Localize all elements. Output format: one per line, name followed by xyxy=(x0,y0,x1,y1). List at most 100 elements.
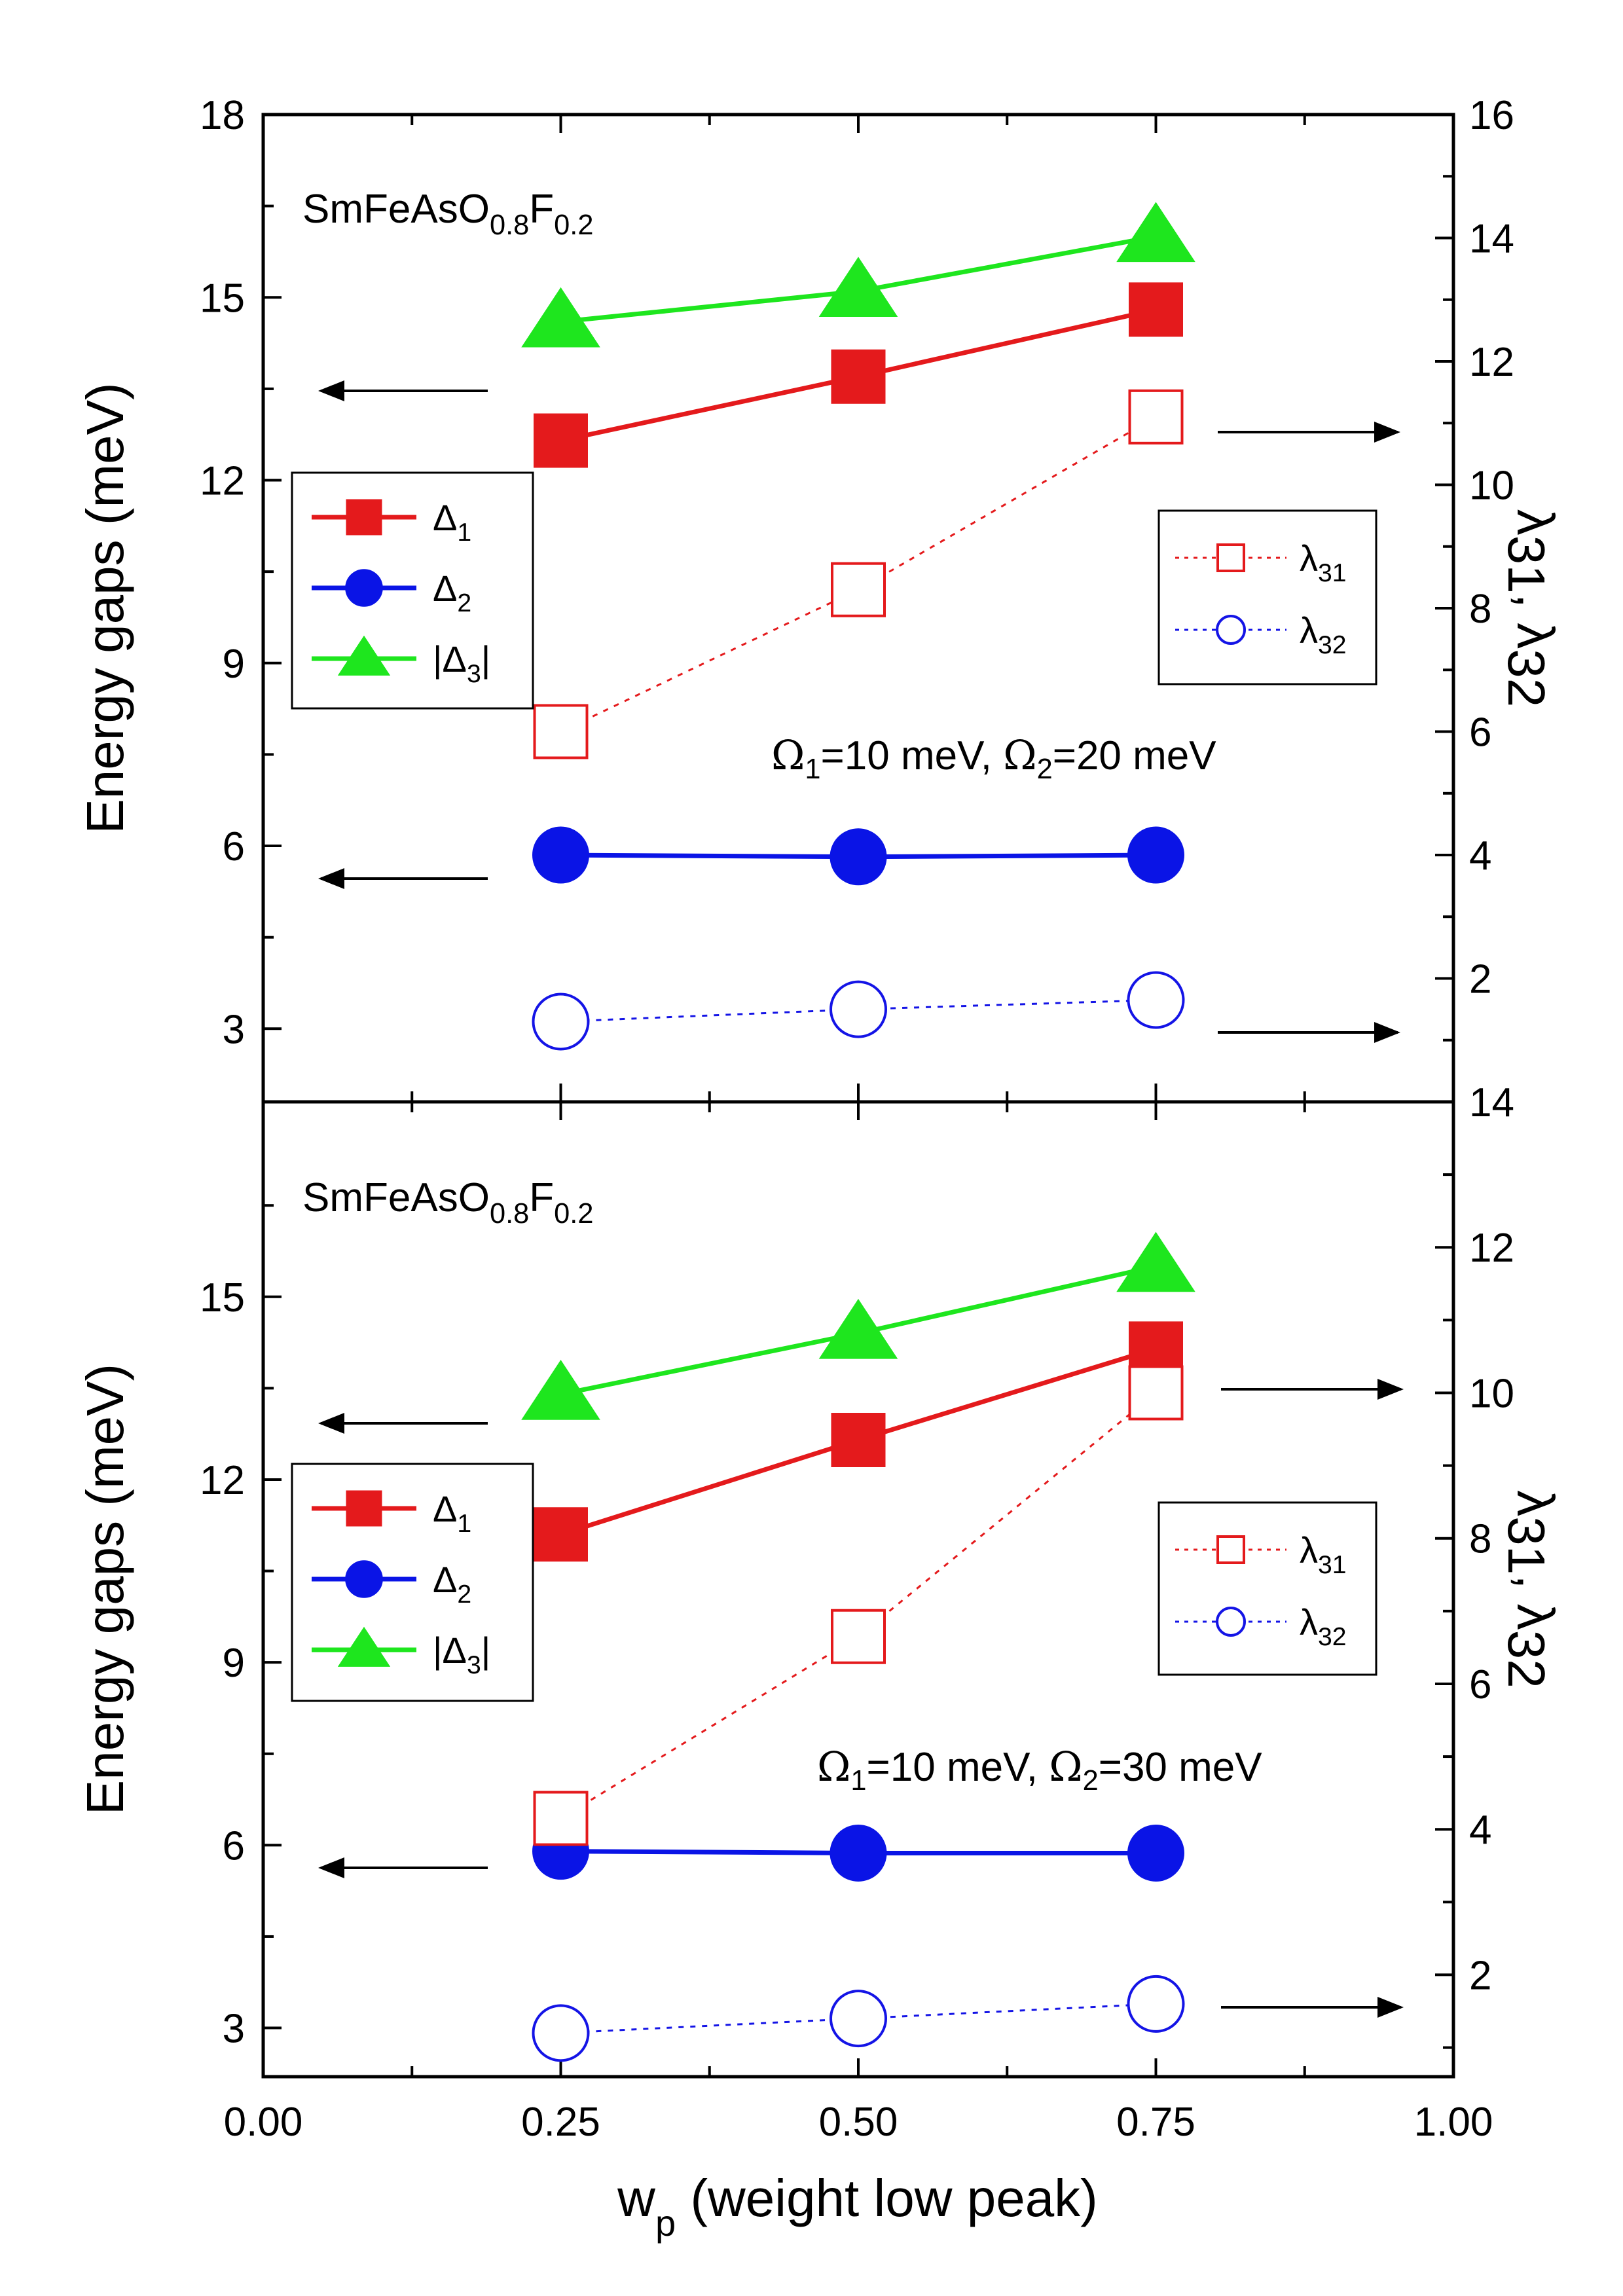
delta3-point xyxy=(1116,202,1195,263)
x-axis-title: wp (weight low peak) xyxy=(617,2169,1098,2244)
y-tick-label: 6 xyxy=(223,1823,245,1868)
y2-tick-label: 14 xyxy=(1469,1080,1514,1125)
legend-gaps-label: Δ2 xyxy=(433,1559,471,1609)
y-tick-label: 18 xyxy=(200,93,245,138)
y-axis-title: Energy gaps (meV) xyxy=(76,1364,134,1815)
delta1-point xyxy=(831,349,886,404)
series-delta3 xyxy=(521,1231,1195,1420)
delta1-point xyxy=(831,1412,886,1467)
y-tick-label: 3 xyxy=(223,2007,245,2052)
lambda31-point xyxy=(533,1791,589,1846)
legend-couplings-box xyxy=(1158,1501,1377,1676)
y2-tick-label: 12 xyxy=(1469,340,1514,385)
series-delta1 xyxy=(534,1321,1183,1562)
legend-couplings-marker xyxy=(1216,1607,1246,1637)
legend-gaps: Δ1 Δ2 |Δ3| xyxy=(291,1463,534,1702)
y2-tick-label: 10 xyxy=(1469,1371,1514,1416)
x-tick-label: 1.00 xyxy=(1414,2100,1493,2145)
delta1-point xyxy=(1129,282,1183,337)
delta3-point xyxy=(818,257,898,317)
lambda32-point xyxy=(1127,1975,1185,2033)
y-tick-label: 15 xyxy=(200,276,245,321)
y2-tick-label: 6 xyxy=(1469,1662,1491,1707)
series-lambda31 xyxy=(533,389,1184,759)
compound-label: SmFeAsO0.8F0.2 xyxy=(302,1175,593,1230)
legend-couplings-box xyxy=(1158,509,1377,685)
y2-axis-title: λ31, λ32 xyxy=(1497,1490,1565,1688)
delta3-point xyxy=(818,1298,898,1359)
y2-axis-title: λ31, λ32 xyxy=(1497,509,1565,707)
lambda32-point xyxy=(1127,971,1185,1029)
y-axis-title: Energy gaps (meV) xyxy=(76,382,134,833)
y2-tick-label: 2 xyxy=(1469,1953,1491,1998)
panel-top: 3 6 9 12 15 18 2 4 6 8 10 12 14 16 Energy gaps (meV) λ3… xyxy=(76,93,1565,1104)
series-delta2 xyxy=(532,1823,1184,1882)
y2-tick-label: 14 xyxy=(1469,217,1514,262)
y-tick-label: 12 xyxy=(200,459,245,504)
legend-couplings-label: λ32 xyxy=(1300,1601,1347,1651)
y2-tick-label: 12 xyxy=(1469,1226,1514,1271)
legend-gaps-marker xyxy=(337,1626,391,1667)
lambda31-point xyxy=(533,704,589,759)
lambda31-line xyxy=(560,416,1157,733)
legend-gaps-marker xyxy=(345,569,383,607)
legend-couplings-marker xyxy=(1216,615,1246,645)
series-lambda31 xyxy=(533,1365,1184,1846)
legend-gaps-box xyxy=(291,471,534,710)
delta2-point xyxy=(1127,1824,1184,1882)
series-delta1 xyxy=(534,282,1183,468)
lambda31-point xyxy=(1128,1365,1184,1421)
legend-gaps-label: Δ1 xyxy=(433,1488,471,1538)
y2-tick-label: 10 xyxy=(1469,464,1514,509)
delta1-point xyxy=(534,1507,588,1562)
y-tick-label: 9 xyxy=(223,1641,245,1686)
y2-tick-label: 4 xyxy=(1469,833,1491,879)
x-tick-label: 0.25 xyxy=(521,2100,600,2145)
delta3-point xyxy=(1116,1231,1195,1292)
x-tick-label: 0.50 xyxy=(819,2100,898,2145)
delta2-point xyxy=(830,828,887,886)
x-tick-label: 0.75 xyxy=(1116,2100,1195,2145)
omega-annotation: Ω1=10 meV, Ω2=20 meV xyxy=(771,731,1216,785)
legend-gaps-label: |Δ3| xyxy=(433,638,490,688)
lambda32-point xyxy=(830,1990,887,2048)
legend-couplings-label: λ32 xyxy=(1300,610,1347,659)
y2-tick-label: 16 xyxy=(1469,93,1514,138)
y2-tick-label: 4 xyxy=(1469,1808,1491,1853)
legend-gaps-label: Δ2 xyxy=(433,568,471,617)
x-tick-label: 0.00 xyxy=(224,2100,303,2145)
y2-tick-label: 8 xyxy=(1469,587,1491,632)
y-tick-label: 12 xyxy=(200,1458,245,1503)
panel-bottom: 3 6 9 12 15 2 4 6 8 10 12 14 Energy gaps (meV) λ31, λ… xyxy=(76,1080,1565,2079)
lambda31-line xyxy=(560,1392,1157,1819)
y-tick-label: 6 xyxy=(223,824,245,869)
delta1-point xyxy=(534,413,588,468)
legend-gaps: Δ1 Δ2 |Δ3| xyxy=(291,471,534,710)
lambda31-point xyxy=(1128,389,1184,445)
legend-gaps-marker xyxy=(337,635,391,676)
delta2-point xyxy=(1127,826,1184,884)
lambda32-point xyxy=(830,980,887,1038)
delta2-point xyxy=(532,826,589,884)
legend-gaps-label: Δ1 xyxy=(433,497,471,547)
y2-tick-label: 2 xyxy=(1469,957,1491,1002)
y2-tick-label: 8 xyxy=(1469,1517,1491,1562)
lambda32-point xyxy=(532,2004,590,2062)
legend-couplings-label: λ31 xyxy=(1300,538,1347,587)
legend-gaps-box xyxy=(291,1463,534,1702)
legend-gaps-marker xyxy=(345,1560,383,1598)
lambda32-point xyxy=(532,993,590,1051)
y2-tick-label: 6 xyxy=(1469,710,1491,756)
compound-label: SmFeAsO0.8F0.2 xyxy=(302,187,593,241)
lambda31-point xyxy=(831,1609,886,1664)
delta3-point xyxy=(521,287,600,348)
y-tick-label: 9 xyxy=(223,642,245,687)
series-lambda32 xyxy=(532,971,1185,1051)
legend-couplings-label: λ31 xyxy=(1300,1529,1347,1579)
series-delta3 xyxy=(521,202,1195,348)
legend-gaps-marker xyxy=(346,499,382,536)
delta3-point xyxy=(521,1359,600,1420)
